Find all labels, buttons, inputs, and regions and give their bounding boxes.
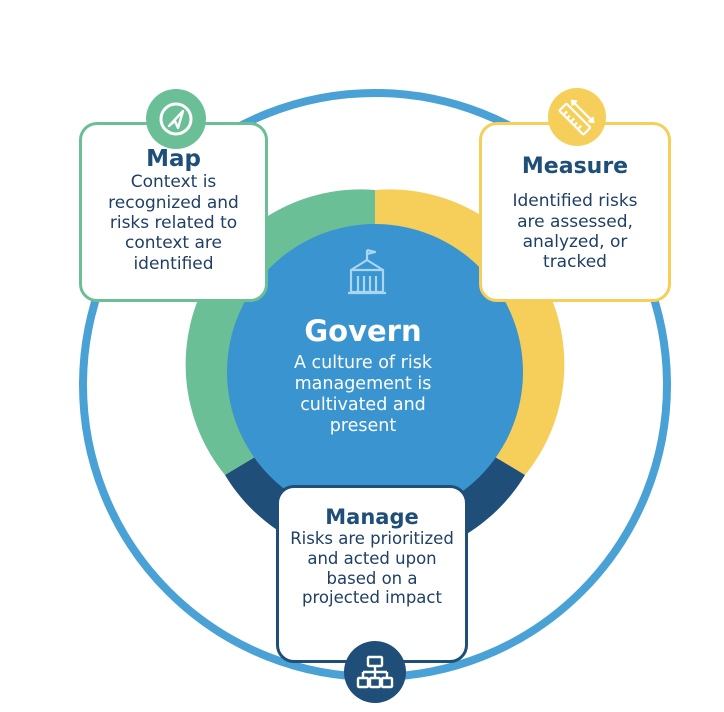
building-icon [348,248,386,295]
compass-icon [159,102,193,136]
measure-line: analyzed, or [522,231,628,252]
map-line: recognized and [108,192,239,213]
govern-core-disc [227,224,523,520]
govern-text: Govern A culture of risk management is c… [268,314,458,437]
manage-card: Manage Risks are prioritized and acted u… [276,485,468,663]
measure-card: Measure Identified risks are assessed, a… [479,122,671,302]
govern-title: Govern [304,314,422,348]
map-line: Context is [130,172,217,193]
govern-line: A culture of risk [294,352,432,373]
govern-line: present [329,415,397,436]
map-title: Map [146,146,201,172]
map-description: Context is recognized and risks related … [82,172,265,274]
measure-line: are assessed, [517,211,633,232]
hierarchy-icon [356,655,394,689]
map-card: Map Context is recognized and risks rela… [79,122,268,302]
manage-line: based on a [326,568,418,588]
manage-title: Manage [325,505,419,529]
measure-line: tracked [543,252,607,273]
govern-line: management is [294,373,432,394]
manage-line: projected impact [302,588,442,608]
map-badge [146,89,206,149]
manage-description: Risks are prioritized and acted upon bas… [279,529,465,608]
map-line: context are [125,233,222,254]
manage-badge [344,641,406,703]
measure-line: Identified risks [512,191,638,212]
map-line: identified [133,253,214,274]
measure-badge [548,88,606,146]
map-line: risks related to [109,213,238,234]
manage-line: Risks are prioritized [290,529,454,549]
govern-description: A culture of risk management is cultivat… [268,353,458,437]
manage-line: and acted upon [307,548,437,568]
measure-title: Measure [521,154,629,179]
measure-description: Identified risks are assessed, analyzed,… [482,191,668,273]
govern-line: cultivated and [300,394,426,415]
ruler-icon [558,99,595,136]
